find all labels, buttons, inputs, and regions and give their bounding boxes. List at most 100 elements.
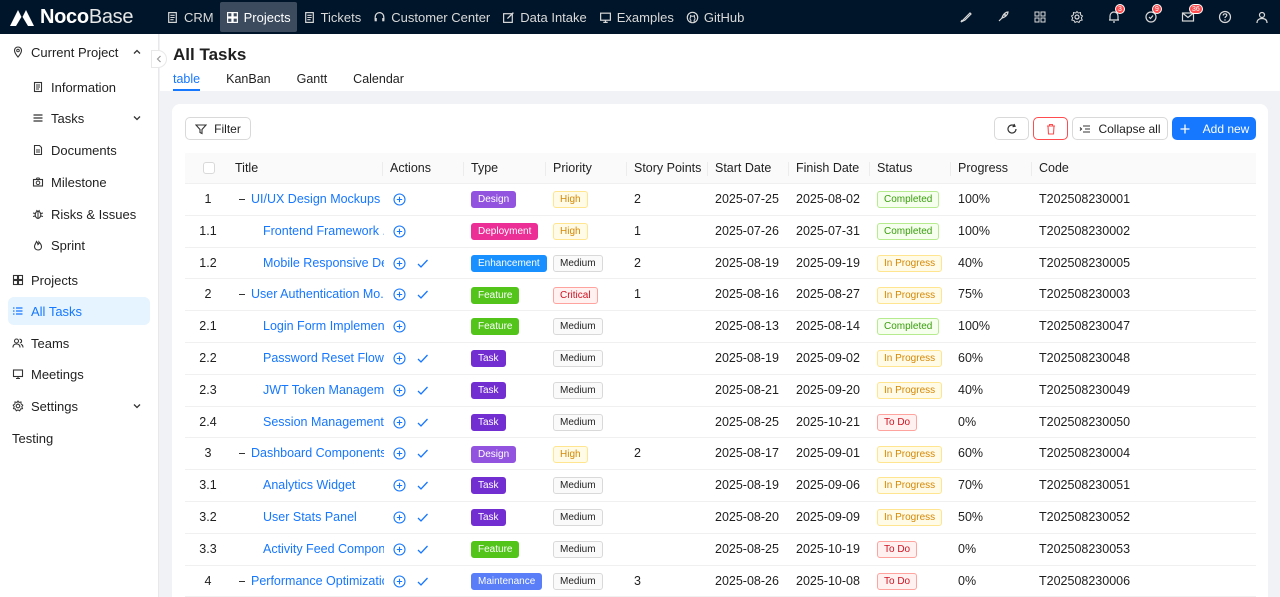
add-child-icon[interactable] xyxy=(393,225,406,238)
nav-github[interactable]: GitHub xyxy=(680,2,750,32)
task-title-link[interactable]: Dashboard Components xyxy=(251,446,384,461)
add-child-icon[interactable] xyxy=(393,352,406,365)
task-title-link[interactable]: Session Management xyxy=(263,414,384,429)
tree-collapse-icon[interactable] xyxy=(239,453,245,455)
tab-gantt[interactable]: Gantt xyxy=(296,72,328,86)
column-header-finish-date[interactable]: Finish Date xyxy=(796,161,860,175)
add-child-icon[interactable] xyxy=(393,543,406,556)
task-title-link[interactable]: JWT Token Managem... xyxy=(263,382,384,397)
sidebar-item-documents[interactable]: Documents xyxy=(8,136,150,164)
nav-examples[interactable]: Examples xyxy=(593,2,680,32)
sidebar-item-meetings[interactable]: Meetings xyxy=(8,360,150,388)
task-title-link[interactable]: Analytics Widget xyxy=(263,478,356,493)
complete-check-icon[interactable] xyxy=(416,257,429,270)
table-row[interactable]: 2.3 JWT Token Managem... Task Medium 2025-08… xyxy=(185,375,1256,407)
add-child-icon[interactable] xyxy=(393,447,406,460)
complete-check-icon[interactable] xyxy=(416,543,429,556)
tab-calendar[interactable]: Calendar xyxy=(353,72,404,86)
logo[interactable]: NocoBase xyxy=(0,0,160,34)
theme-button[interactable] xyxy=(947,0,984,34)
table-row[interactable]: 1.2 Mobile Responsive De... Enhancement Med… xyxy=(185,248,1256,280)
complete-check-icon[interactable] xyxy=(416,511,429,524)
complete-check-icon[interactable] xyxy=(416,575,429,588)
sidebar-item-risks-issues[interactable]: Risks & Issues xyxy=(8,200,150,228)
sidebar-item-teams[interactable]: Teams xyxy=(8,329,150,357)
user-button[interactable] xyxy=(1243,0,1280,34)
nav-crm[interactable]: CRM xyxy=(160,2,220,32)
nav-tickets[interactable]: Tickets xyxy=(297,2,368,32)
help-button[interactable] xyxy=(1206,0,1243,34)
table-row[interactable]: 2 User Authentication Mo... Feature Critica… xyxy=(185,279,1256,312)
sidebar-item-projects[interactable]: Projects xyxy=(8,266,150,294)
tasks-button[interactable]: 9 xyxy=(1132,0,1169,34)
nav-data-intake[interactable]: Data Intake xyxy=(496,2,593,32)
task-title-link[interactable]: User Stats Panel xyxy=(263,509,357,524)
sidebar-item-all-tasks[interactable]: All Tasks xyxy=(8,297,150,325)
tree-collapse-icon[interactable] xyxy=(239,199,245,200)
table-row[interactable]: 4 Performance Optimization Maintenance Medi… xyxy=(185,566,1256,597)
select-all-checkbox[interactable] xyxy=(203,162,215,174)
sidebar-item-current-project[interactable]: Current Project xyxy=(8,38,150,66)
task-title-link[interactable]: Password Reset Flow xyxy=(263,350,384,365)
table-row[interactable]: 1.1 Frontend Framework ... Deployment High 1… xyxy=(185,216,1256,248)
table-row[interactable]: 2.4 Session Management Task Medium 2025-08-2… xyxy=(185,407,1256,439)
add-child-icon[interactable] xyxy=(393,384,406,397)
table-row[interactable]: 3 Dashboard Components Design High 2 2025-08-… xyxy=(185,438,1256,471)
add-child-icon[interactable] xyxy=(393,257,406,270)
table-row[interactable]: 3.3 Activity Feed Compon... Feature Medium 2… xyxy=(185,534,1256,566)
plugin-button[interactable] xyxy=(984,0,1021,34)
mail-button[interactable]: 36 xyxy=(1169,0,1206,34)
column-header-priority[interactable]: Priority xyxy=(553,161,592,175)
task-title-link[interactable]: User Authentication Mo... xyxy=(251,287,384,302)
add-child-icon[interactable] xyxy=(393,511,406,524)
complete-check-icon[interactable] xyxy=(416,479,429,492)
task-title-link[interactable]: UI/UX Design Mockups xyxy=(251,192,381,206)
tab-kanban[interactable]: KanBan xyxy=(226,72,271,86)
add-child-icon[interactable] xyxy=(393,575,406,588)
nav-projects[interactable]: Projects xyxy=(219,2,297,32)
task-title-link[interactable]: Performance Optimization xyxy=(251,573,384,588)
tree-collapse-icon[interactable] xyxy=(239,294,245,296)
sidebar-item-settings[interactable]: Settings xyxy=(8,392,150,420)
table-row[interactable]: 3.1 Analytics Widget Task Medium 2025-08-19 2… xyxy=(185,470,1256,502)
refresh-button[interactable] xyxy=(994,117,1029,140)
sidebar-item-information[interactable]: Information xyxy=(8,73,150,101)
sidebar-collapse-button[interactable] xyxy=(151,50,167,68)
column-header-code[interactable]: Code xyxy=(1039,161,1069,175)
table-row[interactable]: 1 UI/UX Design Mockups Design High 2 2025-07-… xyxy=(185,184,1256,216)
task-title-link[interactable]: Activity Feed Compon... xyxy=(263,541,384,556)
task-title-link[interactable]: Frontend Framework ... xyxy=(263,223,384,238)
sidebar-item-testing[interactable]: Testing xyxy=(8,424,150,452)
add-child-icon[interactable] xyxy=(393,320,406,333)
add-child-icon[interactable] xyxy=(393,288,406,301)
add-new-button[interactable]: Add new xyxy=(1172,117,1256,140)
task-title-link[interactable]: Login Form Implemen... xyxy=(263,319,384,334)
table-row[interactable]: 3.2 User Stats Panel Task Medium 2025-08-20 2… xyxy=(185,502,1256,534)
sidebar-item-milestone[interactable]: Milestone xyxy=(8,168,150,196)
column-header-title[interactable]: Title xyxy=(235,161,259,175)
add-child-icon[interactable] xyxy=(393,193,406,206)
tab-table[interactable]: table xyxy=(173,72,201,91)
column-header-progress[interactable]: Progress xyxy=(958,161,1009,175)
delete-button[interactable] xyxy=(1033,117,1068,140)
column-header-story-points[interactable]: Story Points xyxy=(634,161,702,175)
sidebar-item-sprint[interactable]: Sprint xyxy=(8,231,150,259)
add-child-icon[interactable] xyxy=(393,416,406,429)
column-header-status[interactable]: Status xyxy=(877,161,913,175)
collapse-all-button[interactable]: Collapse all xyxy=(1072,117,1168,140)
notification-button[interactable]: 3 xyxy=(1095,0,1132,34)
complete-check-icon[interactable] xyxy=(416,416,429,429)
filter-button[interactable]: Filter xyxy=(185,117,251,140)
table-row[interactable]: 2.1 Login Form Implemen... Feature Medium 20… xyxy=(185,311,1256,343)
column-header-start-date[interactable]: Start Date xyxy=(715,161,772,175)
task-title-link[interactable]: Mobile Responsive De... xyxy=(263,255,384,270)
add-child-icon[interactable] xyxy=(393,479,406,492)
column-header-actions[interactable]: Actions xyxy=(390,161,431,175)
complete-check-icon[interactable] xyxy=(416,288,429,301)
complete-check-icon[interactable] xyxy=(416,447,429,460)
complete-check-icon[interactable] xyxy=(416,352,429,365)
apps-button[interactable] xyxy=(1021,0,1058,34)
table-row[interactable]: 2.2 Password Reset Flow Task Medium 2025-08-… xyxy=(185,343,1256,375)
sidebar-item-tasks[interactable]: Tasks xyxy=(8,104,150,132)
settings-button[interactable] xyxy=(1058,0,1095,34)
